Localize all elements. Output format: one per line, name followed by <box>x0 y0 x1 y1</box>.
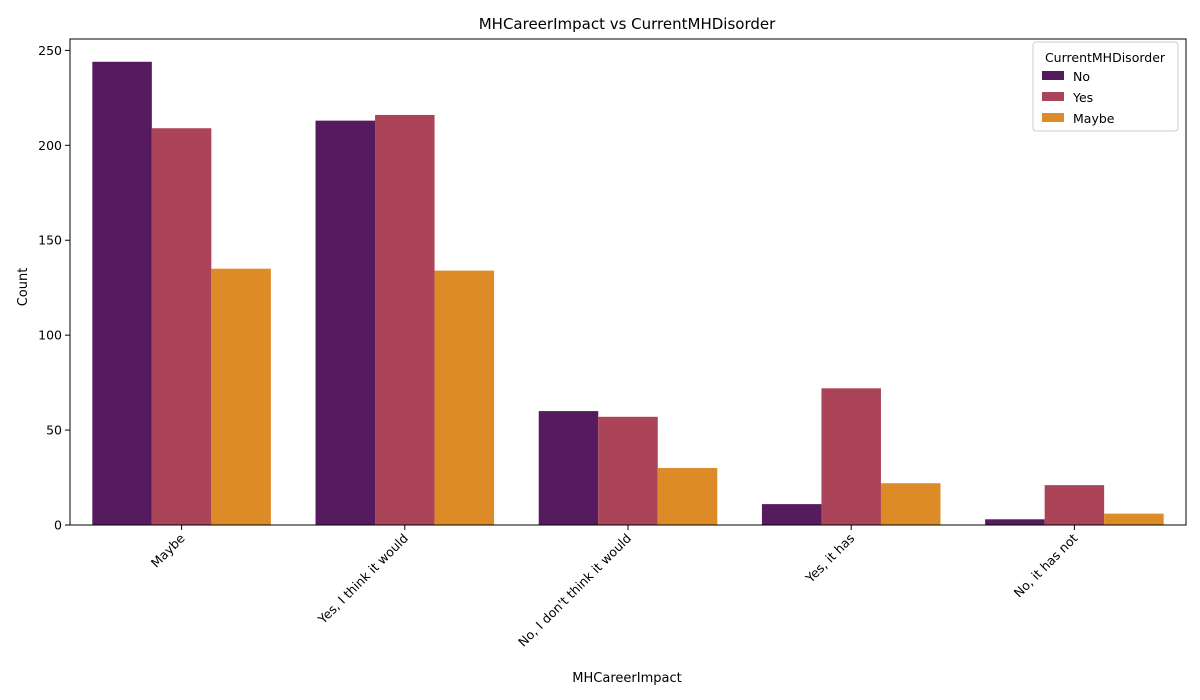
y-axis-title: Count <box>16 268 31 307</box>
bar <box>880 483 941 525</box>
legend-swatch <box>1042 71 1064 80</box>
x-tick-label: No, I don't think it would <box>515 531 634 650</box>
bar <box>598 416 658 525</box>
bar <box>761 504 822 525</box>
bar <box>538 411 599 525</box>
bar <box>434 270 495 525</box>
x-tick-label: Yes, I think it would <box>314 531 411 628</box>
y-tick-label: 100 <box>38 328 62 343</box>
bar <box>92 61 152 525</box>
y-tick-label: 150 <box>38 233 62 248</box>
x-tick-label: No, it has not <box>1011 530 1081 600</box>
y-tick-label: 50 <box>46 423 62 438</box>
bar <box>985 519 1045 525</box>
y-tick-label: 250 <box>38 43 62 58</box>
bar <box>315 120 376 525</box>
x-axis-title: MHCareerImpact <box>572 671 681 686</box>
legend-label: Maybe <box>1073 111 1115 126</box>
bar <box>821 388 881 525</box>
bar <box>211 268 271 525</box>
x-tick-label: Yes, it has <box>802 531 858 587</box>
bar <box>1104 513 1164 525</box>
y-tick-label: 200 <box>38 138 62 153</box>
legend-swatch <box>1042 92 1064 101</box>
legend-label: Yes <box>1072 90 1093 105</box>
bar <box>657 468 718 525</box>
bar <box>151 128 212 525</box>
legend-box <box>1032 41 1179 132</box>
bar <box>1044 485 1105 525</box>
legend-title: CurrentMHDisorder <box>1045 50 1166 65</box>
legend-swatch <box>1042 113 1064 122</box>
chart-title: MHCareerImpact vs CurrentMHDisorder <box>479 15 776 33</box>
plot-area <box>92 61 1164 525</box>
x-tick-label: Maybe <box>148 530 188 570</box>
legend: CurrentMHDisorder No Yes Maybe <box>1032 41 1179 132</box>
bar <box>375 114 435 525</box>
legend-label: No <box>1073 69 1090 84</box>
y-tick-label: 0 <box>54 518 62 533</box>
